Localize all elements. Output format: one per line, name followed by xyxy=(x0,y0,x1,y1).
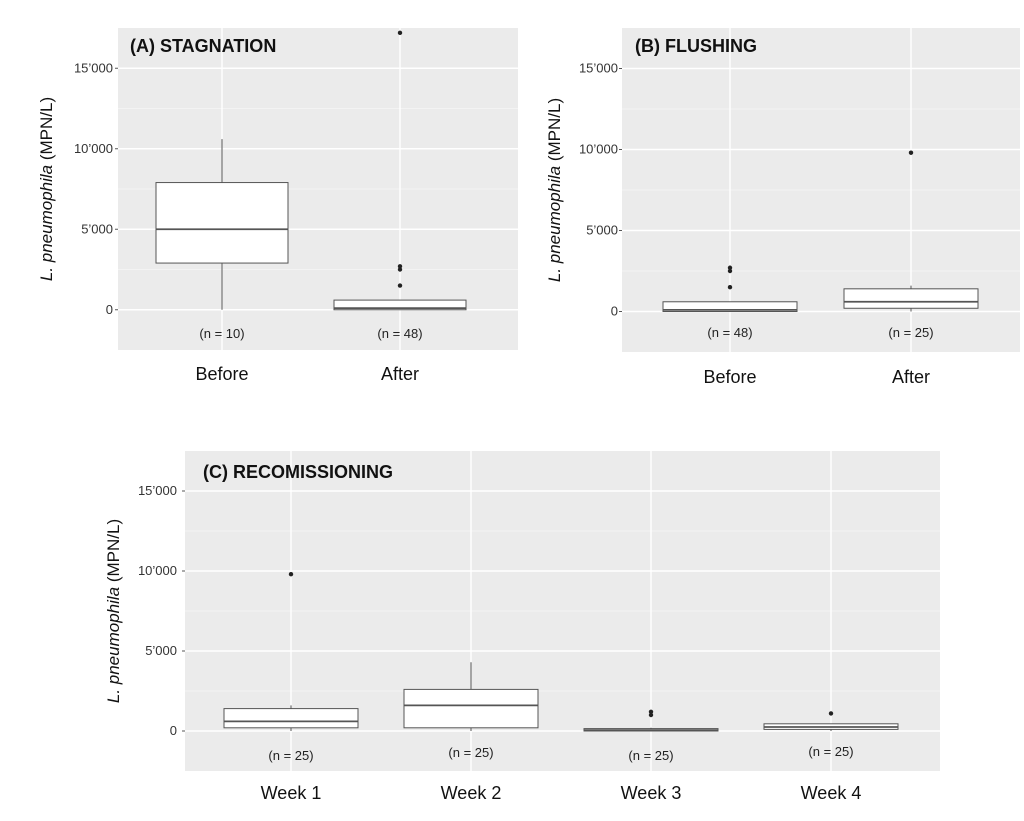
panel-title: (A) STAGNATION xyxy=(130,36,276,56)
box-iqr xyxy=(662,301,798,312)
y-tick-label: 0 xyxy=(170,723,177,738)
box-after xyxy=(843,150,979,312)
outlier-point xyxy=(727,268,733,274)
outlier-point xyxy=(397,264,403,269)
y-tick-label: 10’000 xyxy=(138,563,177,578)
y-axis-label: L. pneumophila (MPN/L) xyxy=(37,97,56,281)
y-axis-label-unit: (MPN/L) xyxy=(104,519,123,587)
y-axis-label-species: L. pneumophila xyxy=(545,166,564,282)
sample-size-label: (n = 10) xyxy=(199,326,244,341)
sample-size-label: (n = 25) xyxy=(448,745,493,760)
outlier-point xyxy=(397,30,403,36)
sample-size-label: (n = 48) xyxy=(707,325,752,340)
outlier-point xyxy=(397,283,403,288)
x-category-label: Before xyxy=(703,367,756,387)
panel-a: 0 5’000 10’000 15’000 (n = 10) Before (n = 48)… xyxy=(37,28,518,384)
panel-c: 0 5’000 10’000 15’000 (n = 25) Week 1 (n = 25)… xyxy=(104,451,940,803)
x-category-label: Before xyxy=(195,364,248,384)
y-axis-label-unit: (MPN/L) xyxy=(37,97,56,165)
panel-title: (C) RECOMISSIONING xyxy=(203,462,393,482)
outlier-point xyxy=(727,265,733,270)
sample-size-label: (n = 25) xyxy=(628,748,673,763)
box-week-3 xyxy=(583,709,719,732)
y-axis-label-species: L. pneumophila xyxy=(37,165,56,281)
y-axis-label: L. pneumophila (MPN/L) xyxy=(104,519,123,703)
outlier-point xyxy=(648,709,654,714)
x-category-label: Week 2 xyxy=(441,783,502,803)
box-iqr xyxy=(333,299,467,311)
y-axis-label-unit: (MPN/L) xyxy=(545,98,564,166)
box-week-4 xyxy=(763,711,899,731)
y-tick-label: 0 xyxy=(106,302,113,317)
x-category-label: Week 3 xyxy=(621,783,682,803)
box-iqr xyxy=(223,708,359,729)
box-iqr xyxy=(843,288,979,309)
panel-b: 0 5’000 10’000 15’000 (n = 48) Before (n = 25)… xyxy=(545,28,1020,387)
sample-size-label: (n = 25) xyxy=(268,748,313,763)
x-category-label: Week 1 xyxy=(261,783,322,803)
y-tick-label: 5’000 xyxy=(586,223,618,238)
box-after xyxy=(333,30,467,311)
outlier-point xyxy=(288,572,294,577)
y-tick-label: 5’000 xyxy=(81,221,113,236)
box-before xyxy=(155,139,289,310)
y-tick-label: 15’000 xyxy=(138,483,177,498)
sample-size-label: (n = 25) xyxy=(808,744,853,759)
x-category-label: After xyxy=(381,364,419,384)
sample-size-label: (n = 48) xyxy=(377,326,422,341)
outlier-point xyxy=(397,267,403,272)
y-axis-label-species: L. pneumophila xyxy=(104,587,123,703)
box-before xyxy=(662,265,798,312)
y-tick-label: 15’000 xyxy=(74,60,113,75)
y-tick-label: 5’000 xyxy=(145,643,177,658)
outlier-point xyxy=(908,150,914,155)
x-category-label: After xyxy=(892,367,930,387)
panel-title: (B) FLUSHING xyxy=(635,36,757,56)
sample-size-label: (n = 25) xyxy=(888,325,933,340)
y-axis-label: L. pneumophila (MPN/L) xyxy=(545,98,564,282)
box-iqr xyxy=(155,182,289,264)
y-tick-label: 0 xyxy=(611,304,618,319)
y-tick-label: 10’000 xyxy=(74,141,113,156)
box-week-1 xyxy=(223,572,359,731)
y-tick-label: 10’000 xyxy=(579,142,618,157)
box-iqr xyxy=(403,688,539,729)
box-week-2 xyxy=(403,662,539,731)
outlier-point xyxy=(648,712,654,718)
x-category-label: Week 4 xyxy=(801,783,862,803)
outlier-point xyxy=(727,285,733,290)
y-tick-label: 15’000 xyxy=(579,61,618,76)
outlier-point xyxy=(828,711,834,716)
